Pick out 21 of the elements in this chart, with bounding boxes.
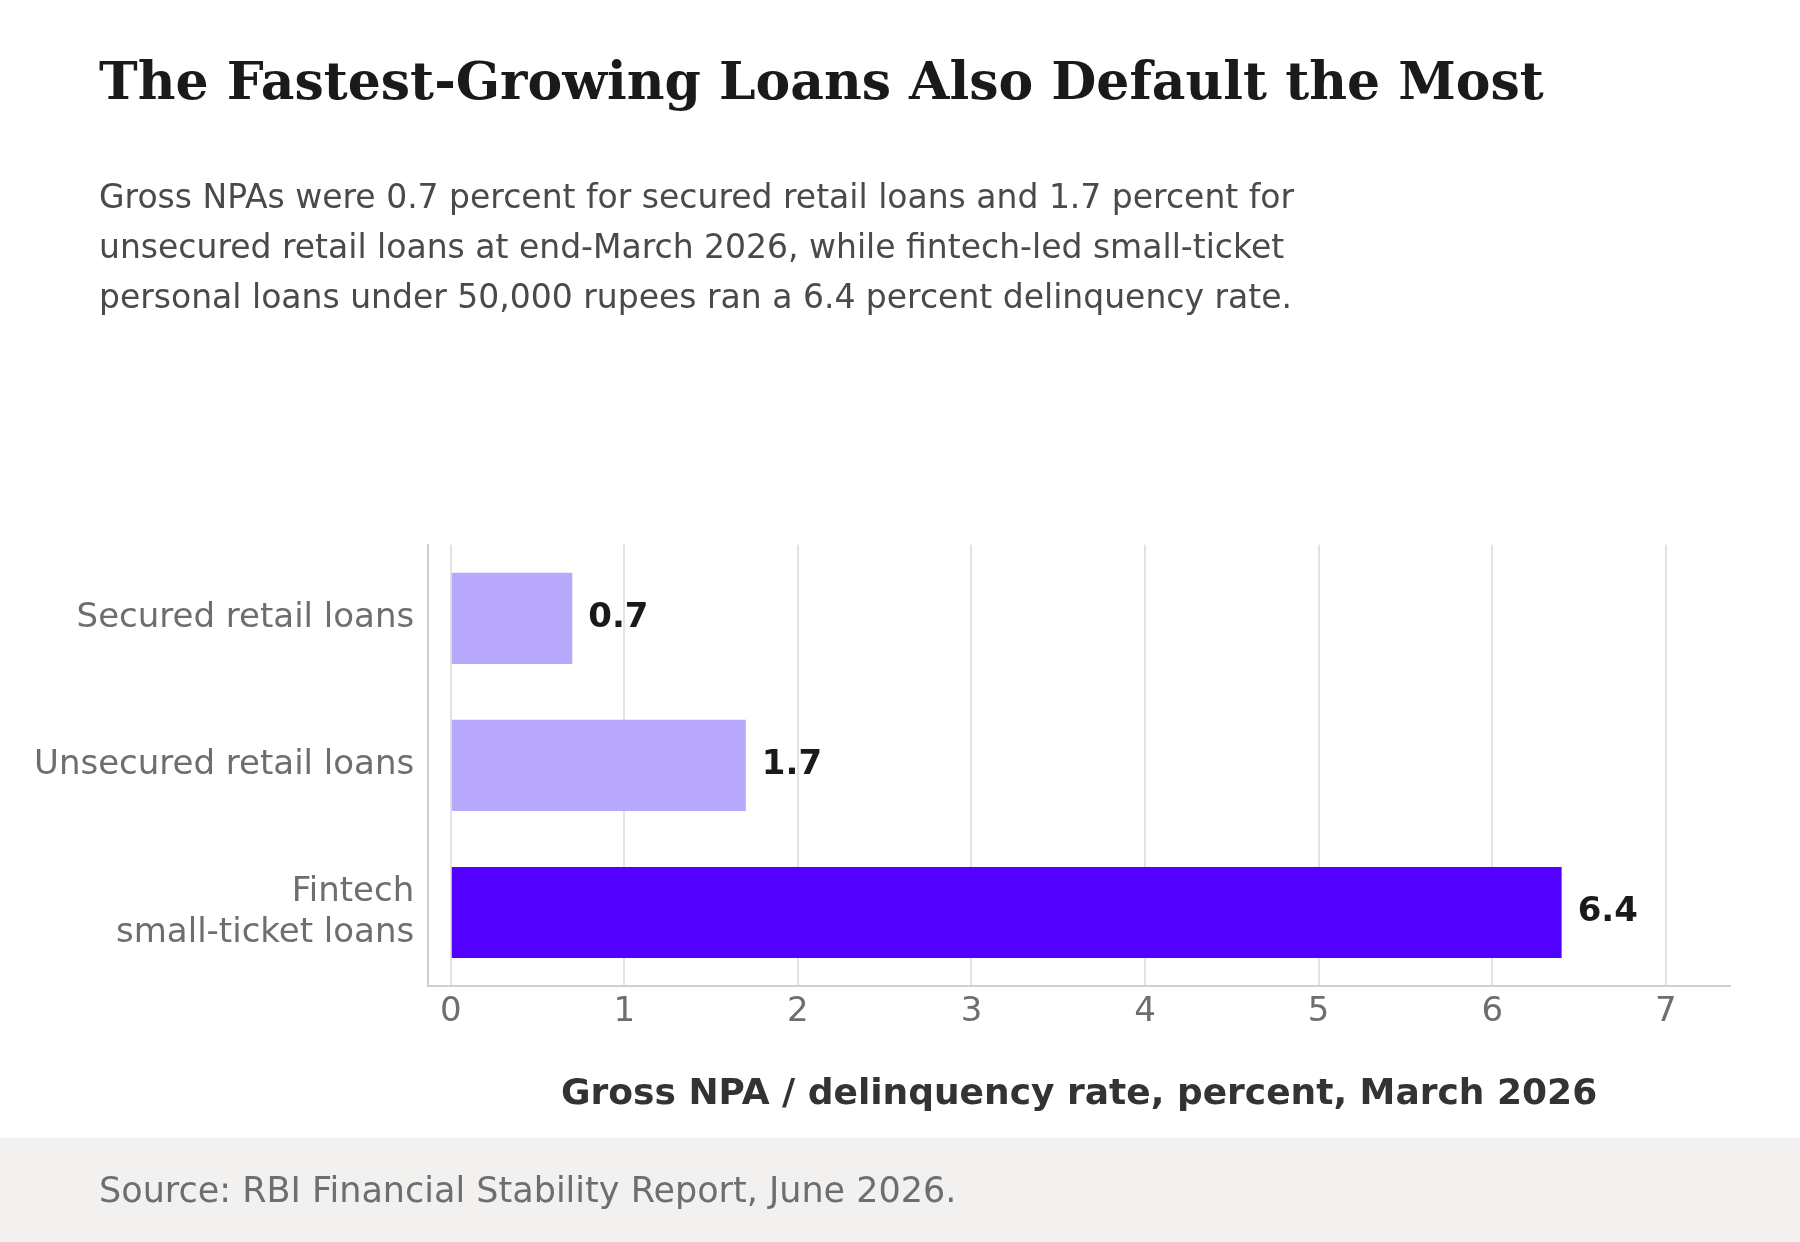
y-tick-label: Unsecured retail loans [33,742,415,783]
chart-subtitle: Gross NPAs were 0.7 percent for secured retail loans and 1.7 percent for unsecured retail loans at end-March 2026, while fintech-led small-ticket personal loans under 50,000 rupees ran a 6.4 percent delinquency rate. [99,176,1296,318]
bar [451,719,746,811]
data-label: 0.7 [588,595,649,636]
data-label: 1.7 [761,742,823,783]
source-note: Source: RBI Financial Stability Report, June 2026. [99,1170,957,1210]
x-tick-label: 7 [1654,989,1677,1030]
x-tick-label: 1 [613,989,636,1030]
x-tick-label: 2 [787,989,809,1030]
x-tick-label: 5 [1307,989,1330,1030]
x-tick-label: 6 [1481,989,1504,1030]
chart-title: The Fastest-Growing Loans Also Default the Most [99,50,1544,111]
y-tick-label: Secured retail loans [76,595,415,636]
bar [451,572,573,664]
x-tick-label: 3 [960,989,983,1030]
x-axis-title: Gross NPA / delinquency rate, percent, March 2026 [561,1070,1598,1112]
x-tick-label: 0 [439,989,462,1030]
x-tick-label: 4 [1134,989,1156,1030]
y-tick-label: Fintech small-ticket loans [116,868,415,950]
bar [451,866,1562,959]
data-label: 6.4 [1577,889,1638,930]
